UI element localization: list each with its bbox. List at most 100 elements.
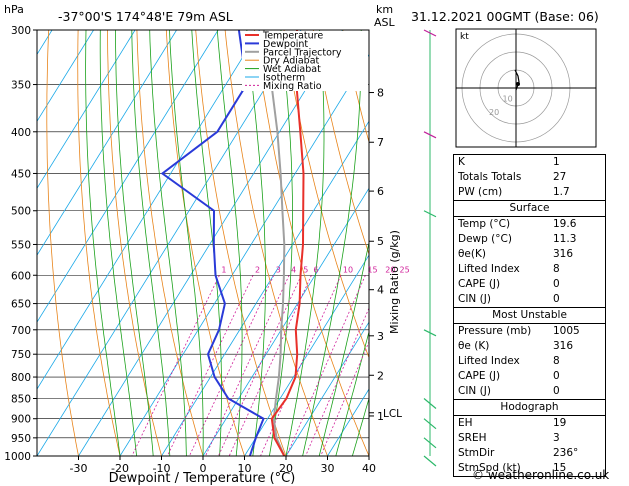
index-label: CAPE (J) [458, 278, 501, 290]
x-axis-label: Dewpoint / Temperature (°C) [109, 471, 296, 486]
legend-entry: Dewpoint [263, 39, 308, 50]
mixing-ratio-axis-label: Mixing Ratio (g/kg) [388, 230, 401, 334]
index-row: Lifted Index 8 [454, 354, 605, 369]
grid-layer [0, 30, 453, 456]
wind-barb [423, 329, 437, 337]
dry-adiabat-line [77, 30, 121, 456]
pressure-tick-label: 600 [11, 270, 31, 282]
mixing-ratio-label: 20 [385, 265, 395, 274]
index-label: Pressure (mb) [458, 325, 532, 337]
mixing-ratio-label: 15 [367, 265, 377, 274]
temperature-tick-label: -20 [111, 462, 129, 475]
wet-adiabat-line [99, 30, 137, 456]
mixing-ratio-line [320, 340, 369, 456]
hodograph-trace [514, 69, 520, 91]
km-tick-label: 2 [377, 369, 384, 382]
wet-adiabat-line [191, 30, 222, 456]
index-row: Lifted Index 8 [454, 262, 605, 277]
index-row: PW (cm) 1.7 [454, 185, 605, 200]
mixing-ratio-label: 6 [313, 265, 318, 274]
wind-barb [423, 455, 437, 467]
isotherm-line [244, 254, 369, 456]
temperature-tick-label: 0 [200, 462, 207, 475]
km-tick-label: 4 [377, 284, 384, 297]
index-row: StmSpd (kt) 15 [454, 461, 605, 476]
index-value: 0 [553, 385, 560, 397]
isotherm-line [285, 321, 369, 456]
dry-adiabat-line [224, 30, 328, 456]
copyright: © weatheronline.co.uk [472, 468, 610, 482]
index-value: 8 [553, 355, 560, 367]
km-label: km [376, 3, 394, 16]
isotherm-line [37, 30, 260, 390]
mixing-ratio-label: 2 [255, 265, 260, 274]
most-unstable-table: Most Unstable Pressure (mb) 1005 θe (K) 316… [453, 308, 606, 400]
legend-entry: Temperature [262, 31, 323, 42]
isotherm-line [37, 30, 177, 256]
pressure-tick-label: 550 [11, 239, 31, 251]
pressure-tick-label: 450 [11, 168, 31, 180]
mixing-ratio-label: 1 [221, 265, 226, 274]
basic-indices-table: K 1 Totals Totals 27 PW (cm) 1.7 [453, 154, 606, 201]
axes-layer: 3003504004505005506006507007508008509009… [4, 25, 409, 475]
legend-box [242, 31, 368, 91]
index-label: StmDir [458, 447, 495, 459]
index-value: 1005 [553, 325, 580, 337]
legend-entry: Isotherm [263, 73, 305, 84]
index-label: CIN (J) [458, 385, 491, 397]
wind-barb [423, 210, 437, 218]
pressure-tick-label: 950 [11, 433, 31, 445]
datetime-title: 31.12.2021 00GMT (Base: 06) [411, 9, 599, 24]
legend-entry: Parcel Trajectory [263, 47, 342, 58]
index-value: 1 [553, 156, 560, 168]
isotherm-line [0, 30, 11, 456]
dry-adiabat-line [136, 30, 204, 456]
wet-adiabat-line [115, 30, 154, 456]
temperature-tick-label: 10 [238, 462, 252, 475]
index-row: θe (K) 316 [454, 339, 605, 354]
index-value: 8 [553, 263, 560, 275]
km-tick-label: 3 [377, 330, 384, 343]
wet-adiabat-line [246, 30, 266, 456]
index-label: Dewp (°C) [458, 233, 512, 245]
storm-motion-marker [516, 82, 520, 86]
wet-adiabat-line [85, 30, 121, 456]
pressure-tick-label: 1000 [4, 451, 31, 463]
isotherm-line [411, 30, 453, 456]
wind-barb [423, 398, 437, 409]
index-row: Temp (°C) 19.6 [454, 217, 605, 232]
index-row: EH 19 [454, 416, 605, 431]
mixing-ratio-label: 4 [291, 265, 296, 274]
index-label: Lifted Index [458, 263, 520, 275]
pressure-tick-label: 850 [11, 393, 31, 405]
wet-adiabat-line [318, 240, 369, 456]
legend-entry: Mixing Ratio [263, 81, 322, 92]
temperature-line [270, 30, 305, 456]
mixing-ratio-line [218, 275, 302, 456]
index-label: θe(K) [458, 248, 486, 260]
index-label: Totals Totals [458, 171, 522, 183]
mixing-ratio-line [189, 275, 275, 456]
dry-adiabat-line [165, 30, 245, 456]
index-value: 316 [553, 340, 574, 352]
dry-adiabat-line [372, 30, 452, 456]
pressure-tick-label: 800 [11, 372, 31, 384]
pressure-tick-label: 700 [11, 325, 31, 337]
temperature-tick-label: 30 [321, 462, 335, 475]
wet-adiabat-line [285, 30, 325, 456]
index-row: CAPE (J) 0 [454, 277, 605, 292]
pressure-tick-label: 350 [11, 80, 31, 92]
index-row: SREH 3 [454, 431, 605, 446]
index-value: 236° [553, 447, 579, 459]
pressure-tick-label: 650 [11, 299, 31, 311]
mixing-ratio-line [260, 275, 342, 456]
hpa-label: hPa [4, 3, 24, 16]
index-row: CIN (J) 0 [454, 384, 605, 399]
mixing-ratio-line [286, 275, 366, 456]
profiles-layer [160, 30, 305, 456]
hodograph-unit-label: kt [460, 32, 469, 42]
index-row: Dewp (°C) 11.3 [454, 232, 605, 247]
hodograph-title: Hodograph [454, 400, 605, 416]
mixing-ratio-line [228, 275, 312, 456]
legend-entry: Dry Adiabat [263, 56, 320, 67]
